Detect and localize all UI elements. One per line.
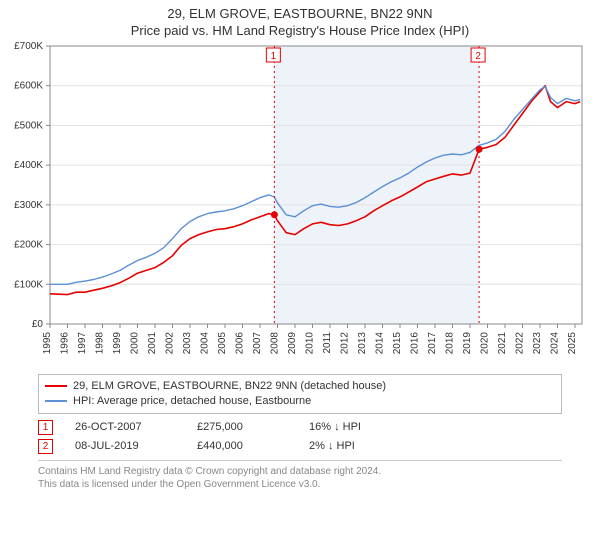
svg-text:2: 2 — [475, 51, 481, 62]
svg-text:2020: 2020 — [480, 332, 491, 355]
svg-text:2017: 2017 — [427, 332, 438, 355]
svg-text:2018: 2018 — [445, 332, 456, 355]
svg-text:2003: 2003 — [182, 332, 193, 355]
event-date: 26-OCT-2007 — [75, 421, 175, 433]
svg-text:2005: 2005 — [217, 332, 228, 355]
svg-text:1999: 1999 — [112, 332, 123, 355]
svg-text:2006: 2006 — [235, 332, 246, 355]
svg-text:2023: 2023 — [532, 332, 543, 355]
svg-text:1995: 1995 — [42, 332, 53, 355]
event-delta: 2% ↓ HPI — [309, 440, 419, 452]
svg-text:2022: 2022 — [515, 332, 526, 355]
page-subtitle: Price paid vs. HM Land Registry's House … — [0, 23, 600, 38]
svg-text:2015: 2015 — [392, 332, 403, 355]
legend-label-hpi: HPI: Average price, detached house, East… — [73, 394, 311, 409]
svg-text:£700K: £700K — [14, 41, 43, 52]
svg-text:2008: 2008 — [270, 332, 281, 355]
license-line1: Contains HM Land Registry data © Crown c… — [38, 465, 562, 478]
license-line2: This data is licensed under the Open Gov… — [38, 478, 562, 491]
svg-text:£0: £0 — [32, 319, 44, 330]
svg-text:2014: 2014 — [375, 332, 386, 355]
legend-swatch-hpi — [45, 400, 67, 402]
svg-text:2002: 2002 — [165, 332, 176, 355]
svg-text:2004: 2004 — [200, 332, 211, 355]
legend-item-hpi: HPI: Average price, detached house, East… — [45, 394, 555, 409]
svg-text:2007: 2007 — [252, 332, 263, 355]
event-date: 08-JUL-2019 — [75, 440, 175, 452]
svg-text:2021: 2021 — [497, 332, 508, 355]
event-marker: 1 — [38, 420, 53, 435]
svg-text:2001: 2001 — [147, 332, 158, 355]
svg-text:£100K: £100K — [14, 279, 43, 290]
event-price: £440,000 — [197, 440, 287, 452]
page-title: 29, ELM GROVE, EASTBOURNE, BN22 9NN — [0, 6, 600, 21]
legend-item-property: 29, ELM GROVE, EASTBOURNE, BN22 9NN (det… — [45, 379, 555, 394]
price-chart: £0 £100K £200K £300K £400K £500K £600K £700K 199… — [0, 38, 600, 368]
svg-text:2000: 2000 — [130, 332, 141, 355]
svg-text:£600K: £600K — [14, 81, 43, 92]
legend-label-property: 29, ELM GROVE, EASTBOURNE, BN22 9NN (det… — [73, 379, 386, 394]
svg-text:£400K: £400K — [14, 160, 43, 171]
event-row: 2 08-JUL-2019 £440,000 2% ↓ HPI — [38, 439, 562, 454]
svg-text:2016: 2016 — [410, 332, 421, 355]
event-table: 1 26-OCT-2007 £275,000 16% ↓ HPI 2 08-JU… — [38, 420, 562, 454]
svg-text:2012: 2012 — [340, 332, 351, 355]
svg-text:2010: 2010 — [305, 332, 316, 355]
svg-text:2024: 2024 — [550, 332, 561, 355]
svg-text:2025: 2025 — [567, 332, 578, 355]
svg-text:2019: 2019 — [462, 332, 473, 355]
svg-text:1997: 1997 — [77, 332, 88, 355]
svg-text:2011: 2011 — [322, 332, 333, 354]
event-price: £275,000 — [197, 421, 287, 433]
svg-text:£500K: £500K — [14, 120, 43, 131]
svg-text:£200K: £200K — [14, 240, 43, 251]
svg-text:2013: 2013 — [357, 332, 368, 355]
event-marker: 2 — [38, 439, 53, 454]
svg-text:2009: 2009 — [287, 332, 298, 355]
svg-text:£300K: £300K — [14, 200, 43, 211]
svg-text:1996: 1996 — [60, 332, 71, 355]
svg-text:1: 1 — [271, 51, 277, 62]
event-row: 1 26-OCT-2007 £275,000 16% ↓ HPI — [38, 420, 562, 435]
svg-text:1998: 1998 — [95, 332, 106, 355]
license-text: Contains HM Land Registry data © Crown c… — [38, 460, 562, 491]
event-delta: 16% ↓ HPI — [309, 421, 419, 433]
legend-swatch-property — [45, 385, 67, 387]
legend: 29, ELM GROVE, EASTBOURNE, BN22 9NN (det… — [38, 374, 562, 414]
